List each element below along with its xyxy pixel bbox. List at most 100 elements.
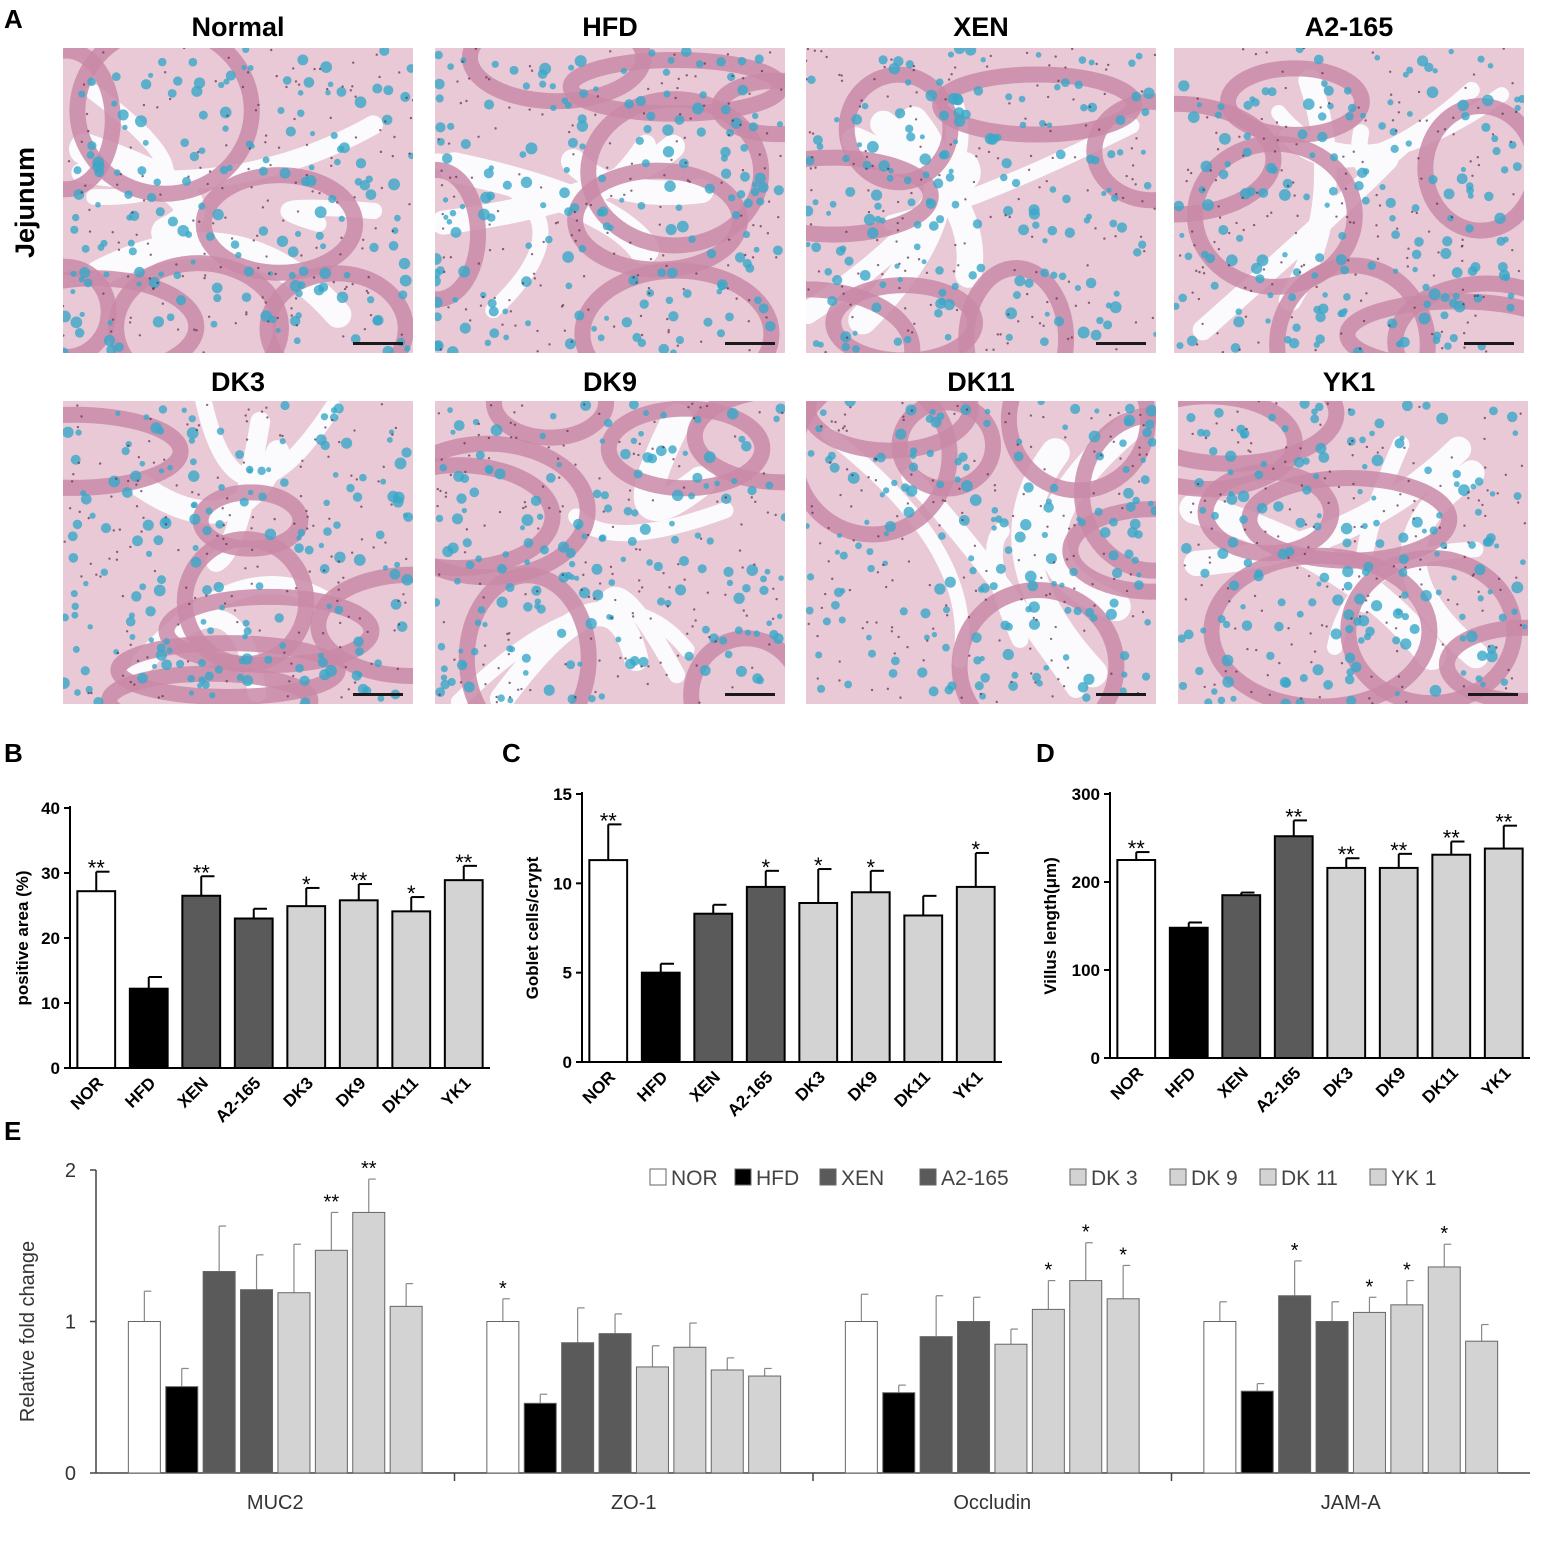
y-axis-label: Goblet cells/crypt [523, 856, 542, 999]
x-tick-label: DK11 [379, 1073, 423, 1117]
x-tick-label: DK11 [891, 1067, 935, 1111]
x-tick-label: YK1 [950, 1067, 987, 1104]
bar [844, 1321, 878, 1474]
significance-marker: * [866, 855, 875, 880]
x-category-label: MUC2 [247, 1492, 304, 1514]
scale-bar [725, 342, 775, 345]
y-tick-label: 10 [553, 874, 572, 893]
micrograph-title-hfd: HFD [582, 12, 638, 42]
bar [588, 859, 629, 1063]
micrograph-title-normal: Normal [191, 12, 285, 42]
x-tick-label: DK3 [280, 1073, 317, 1110]
bar [523, 1402, 557, 1474]
y-tick-label: 0 [65, 1463, 76, 1485]
bar [635, 1366, 669, 1474]
significance-marker: ** [324, 1191, 340, 1213]
significance-marker: * [1044, 1260, 1052, 1282]
bar [1431, 853, 1472, 1059]
micrograph-xen [806, 48, 1156, 353]
bar [1326, 866, 1367, 1059]
bar [127, 1321, 161, 1474]
y-tick-label: 0 [51, 1059, 60, 1078]
bar [640, 971, 681, 1064]
bar [693, 912, 734, 1063]
micrograph-tissue-graphic [1174, 48, 1524, 353]
bar [352, 1211, 386, 1474]
bar [1390, 1304, 1424, 1474]
significance-marker: * [1440, 1223, 1448, 1245]
bar [561, 1342, 595, 1474]
bar [202, 1271, 236, 1474]
scale-bar [725, 693, 775, 696]
panel-letter-b: B [4, 738, 23, 768]
bar [389, 1305, 423, 1474]
bar [1221, 894, 1262, 1059]
x-tick-label: XEN [1214, 1063, 1252, 1101]
significance-marker: ** [361, 1158, 377, 1180]
legend-swatch [1369, 1168, 1387, 1186]
bar [233, 917, 274, 1069]
bar [955, 885, 996, 1064]
scale-bar [1096, 342, 1146, 345]
bar [1315, 1321, 1349, 1474]
y-tick-label: 15 [553, 785, 572, 804]
legend-swatch [1169, 1168, 1187, 1186]
legend-label: HFD [756, 1167, 799, 1190]
micrograph-tissue-graphic [806, 48, 1156, 353]
bar [1106, 1298, 1140, 1474]
legend-swatch [1259, 1168, 1277, 1186]
bar [240, 1289, 274, 1474]
micrograph-tissue-graphic [435, 48, 785, 353]
x-tick-label: DK11 [1419, 1063, 1463, 1107]
significance-marker: ** [193, 860, 211, 885]
bar [850, 891, 891, 1063]
x-tick-label: NOR [1107, 1063, 1147, 1103]
legend-label: DK 11 [1281, 1167, 1338, 1190]
significance-marker: ** [455, 850, 473, 875]
y-tick-label: 0 [1091, 1049, 1100, 1068]
x-tick-label: DK9 [844, 1067, 881, 1104]
row-label-jejunum: Jejunum [10, 146, 40, 258]
x-category-label: ZO-1 [611, 1492, 657, 1514]
significance-marker: ** [1390, 838, 1408, 863]
significance-marker: ** [1338, 842, 1356, 867]
bar [1427, 1266, 1461, 1474]
y-tick-label: 10 [41, 994, 60, 1013]
y-axis-label: Relative fold change [17, 1241, 39, 1422]
bar [1465, 1340, 1499, 1474]
bar [598, 1333, 632, 1474]
bar [1168, 926, 1209, 1059]
significance-marker: ** [1495, 810, 1513, 835]
x-tick-label: DK3 [792, 1067, 829, 1104]
scale-bar [353, 342, 403, 345]
panel-letter-c: C [502, 738, 521, 768]
legend-swatch [734, 1168, 752, 1186]
scale-bar [1096, 693, 1146, 696]
bar [748, 1375, 782, 1474]
x-tick-label: HFD [121, 1073, 159, 1111]
x-tick-label: YK1 [1478, 1063, 1515, 1100]
x-tick-label: DK9 [332, 1073, 369, 1110]
bar [391, 910, 432, 1069]
bar [314, 1249, 348, 1474]
micrograph-dk3 [63, 401, 413, 704]
bar [919, 1336, 953, 1474]
bar [710, 1369, 744, 1474]
x-tick-label: A2-165 [212, 1073, 265, 1126]
x-tick-label: HFD [633, 1067, 671, 1105]
bar [745, 885, 786, 1064]
significance-marker: * [1082, 1222, 1090, 1244]
bar [338, 899, 379, 1069]
micrograph-normal [63, 48, 413, 353]
micrograph-title-dk9: DK9 [582, 367, 637, 397]
micrograph-tissue-graphic [1178, 401, 1528, 704]
micrograph-title-xen: XEN [953, 12, 1009, 42]
bar [1069, 1280, 1103, 1474]
bar [1240, 1390, 1274, 1474]
bar [443, 879, 484, 1070]
micrograph-title-yk1: YK1 [1322, 367, 1376, 397]
legend-label: DK 9 [1191, 1167, 1238, 1190]
